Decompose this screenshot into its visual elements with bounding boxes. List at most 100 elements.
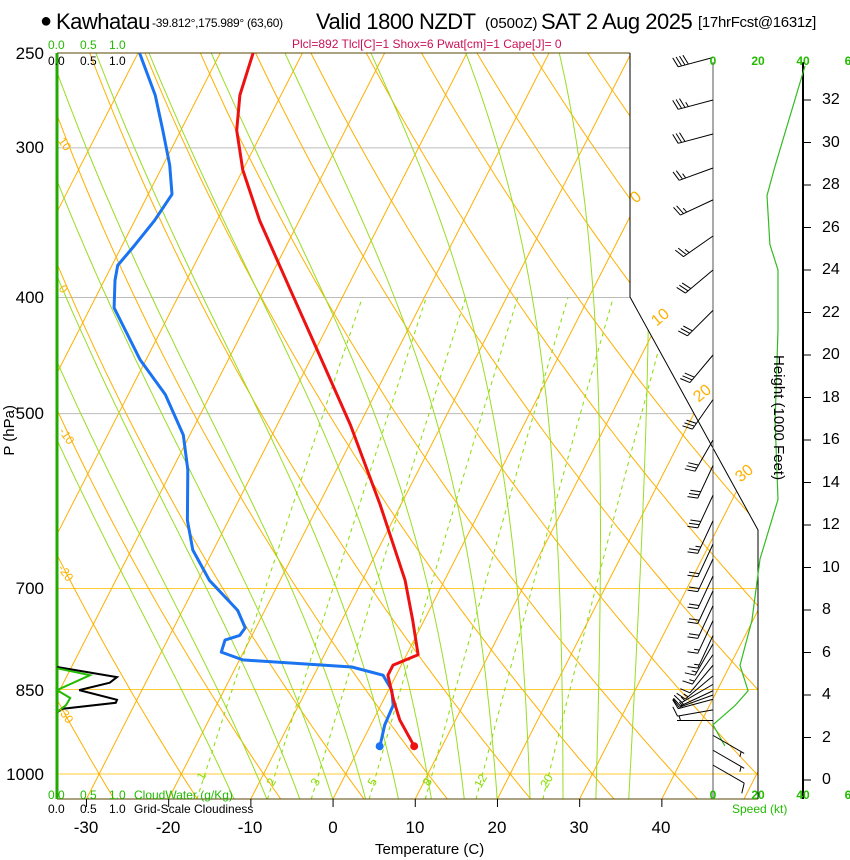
dry-adiabat-line [255,53,758,799]
dry-adiabat-line [57,53,199,799]
cloudwater-line [54,667,94,713]
wind-barb [684,439,714,472]
temperature-line [235,53,420,747]
height-label: 12 [822,516,840,533]
cloudwater-tick: 0.0 [48,38,65,52]
pressure-label: 300 [15,138,44,157]
wind-barb [687,605,714,639]
isotherm-line [57,53,226,799]
isotherm-line [57,53,391,799]
isotherm-line [414,53,758,799]
moist-adiabat-line [148,53,432,799]
wind-barb [712,749,745,772]
cloudiness-tick: 0.5 [80,54,97,68]
height-label: 26 [822,218,840,236]
wind-barb [676,675,714,700]
speed-tick: 40 [796,54,810,68]
dry-adiabat-line [144,53,615,799]
cloudiness-tick: 0.5 [80,802,97,816]
wind-barb [682,654,714,685]
temperature-label: 10 [405,818,425,837]
height-label: 20 [822,346,840,363]
dry-adiabat-line [57,53,365,799]
mixing-ratio-line [368,297,519,799]
isotherm-line [85,53,473,799]
wind-barb [682,399,714,430]
moist-adiabat-line [465,53,564,799]
moist-adiabat-line [95,53,400,799]
dewpoint-line [112,53,395,746]
speed-tick: 0 [709,54,717,68]
temperature-label: -20 [155,818,181,837]
wind-barb [672,132,714,144]
height-label: 4 [822,686,831,703]
pressure-label: 700 [15,579,44,598]
wind-barb [672,698,714,710]
wind-barb [677,715,713,721]
wind-barb [684,643,714,676]
pressure-label: 1000 [6,765,44,784]
cloudwater-tick: 1.0 [109,788,126,802]
cloudiness-tick: 0.0 [48,54,65,68]
wind-barb [687,543,714,578]
height-label: 18 [822,388,840,406]
wind-barb [712,764,745,794]
temperature-label: 20 [487,818,507,837]
cloudwater-label: CloudWater (g/Kg) [134,788,233,802]
height-label: 24 [822,261,840,278]
moist-adiabat-line [558,53,601,799]
speed-tick: 20 [751,54,765,68]
speed-tick: 0 [709,788,717,802]
wind-barb [687,558,714,593]
temperature-label: 0 [328,818,338,837]
stability-indices: Plcl=892 Tlcl[C]=1 Shox=6 Pwat[cm]=1 Cap… [292,37,562,51]
moist-adiabat-line [57,53,235,799]
dry-adiabat-line [57,53,115,799]
mixing-ratio-line [542,297,674,799]
station-dot-icon: ● [40,10,53,32]
cloudwater-tick: 0.0 [48,788,65,802]
moist-adiabat-line [628,53,650,799]
wind-barb [687,575,714,610]
temperature-axis-title: Temperature (C) [375,841,485,858]
wind-barb [678,310,714,337]
dry-adiabat-line [89,53,532,799]
moist-adiabat-line [57,53,334,799]
moist-adiabat-line [57,53,301,799]
wind-barb [680,354,714,384]
temperature-label: -30 [73,818,99,837]
forecast-run: [17hrFcst@1631z] [698,14,816,31]
isotherm-line [578,53,758,799]
mixing-ratio-line [475,297,614,799]
height-label: 2 [822,728,831,746]
dry-adiabat-line [476,53,758,799]
plot-border-right [629,53,759,799]
isotherm-line [496,53,758,799]
isotherm-line [250,53,637,799]
height-label: 28 [822,176,840,193]
wind-barb [687,590,714,624]
height-label: 22 [822,303,840,321]
dry-adiabat-line [365,53,758,799]
dry-adiabat-line [753,53,758,799]
wind-barb [672,694,714,708]
height-label: 8 [822,601,831,618]
moist-adiabat-line [57,53,367,799]
wind-barb [687,465,714,499]
dry-adiabat-line [310,53,758,799]
mixing-ratio-line [310,297,467,799]
utc-time: (0500Z) [485,15,538,32]
temperature-label: 40 [651,818,671,837]
isotherm-line [743,53,758,799]
wind-barb [687,520,714,554]
wind-barb [680,664,714,694]
station-coords: -39.812°,175.989° (63,60) [152,16,283,30]
mixing-ratio-line [266,297,427,799]
pressure-label: 500 [15,404,44,423]
height-label: 6 [822,643,831,661]
isotherm-line [167,53,555,799]
height-label: 0 [822,771,831,788]
wind-barb [687,495,714,529]
